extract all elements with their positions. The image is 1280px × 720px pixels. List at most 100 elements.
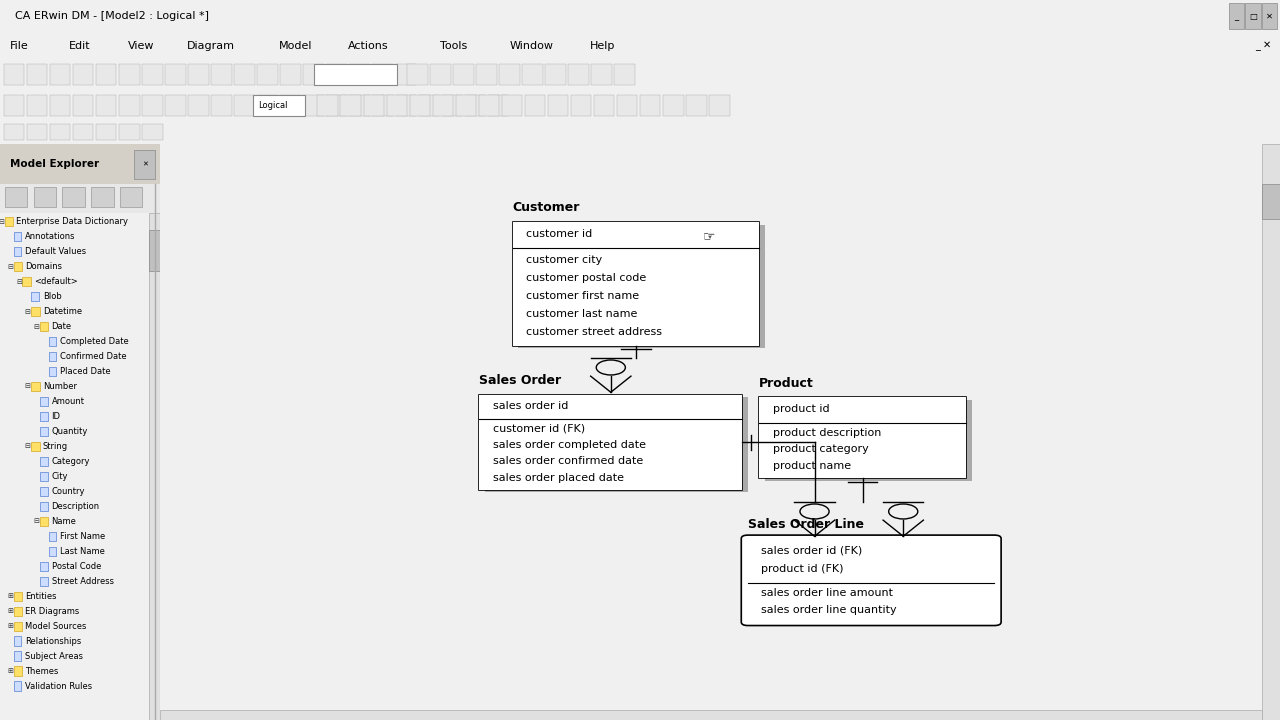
Bar [571, 94, 591, 116]
Bar [522, 64, 543, 86]
Text: Product: Product [759, 377, 814, 390]
Text: ⊞: ⊞ [8, 623, 13, 629]
Bar [317, 94, 338, 116]
Text: customer city: customer city [526, 255, 603, 265]
Text: customer last name: customer last name [526, 309, 637, 319]
Bar [748, 583, 995, 622]
Bar [314, 64, 397, 86]
Bar [14, 681, 22, 690]
Text: Number: Number [42, 382, 77, 391]
Bar [160, 710, 1262, 720]
Bar [142, 64, 163, 86]
Text: sales order line amount: sales order line amount [762, 588, 893, 598]
Text: ER Diagrams: ER Diagrams [26, 607, 79, 616]
Bar [372, 94, 393, 116]
Bar [479, 94, 499, 116]
Text: Diagram: Diagram [187, 41, 236, 51]
Bar [134, 150, 155, 179]
Text: Postal Code: Postal Code [51, 562, 101, 571]
Bar [119, 94, 140, 116]
Bar [594, 94, 614, 116]
Bar [257, 64, 278, 86]
Text: String: String [42, 442, 68, 451]
Bar [387, 94, 407, 116]
Bar [27, 124, 47, 140]
Text: customer first name: customer first name [526, 291, 640, 301]
Bar [188, 64, 209, 86]
Bar [50, 94, 70, 116]
Bar [518, 225, 765, 348]
Bar [49, 546, 56, 556]
Text: product category: product category [773, 444, 868, 454]
Bar [465, 94, 485, 116]
Bar [591, 64, 612, 86]
Text: Sales Order: Sales Order [479, 374, 562, 387]
Bar [188, 94, 209, 116]
Bar [476, 64, 497, 86]
Text: ⊟: ⊟ [15, 279, 22, 284]
Bar [280, 64, 301, 86]
Text: Logical: Logical [259, 101, 288, 109]
Text: Themes: Themes [26, 667, 59, 675]
Bar [5, 187, 27, 207]
Bar [27, 64, 47, 86]
Text: Edit: Edit [69, 41, 91, 51]
Bar [14, 636, 22, 646]
Text: Amount: Amount [51, 397, 84, 406]
Bar [14, 606, 22, 616]
Bar [488, 94, 508, 116]
Bar [40, 502, 47, 511]
Bar [96, 64, 116, 86]
Text: sales order completed date: sales order completed date [493, 440, 645, 450]
Text: Annotations: Annotations [26, 233, 76, 241]
Bar [748, 539, 995, 583]
Bar [148, 230, 160, 271]
Text: product id (FK): product id (FK) [762, 564, 844, 575]
Text: □: □ [1249, 12, 1257, 21]
Text: ⊞: ⊞ [8, 593, 13, 599]
Bar [63, 187, 84, 207]
Bar [419, 94, 439, 116]
Bar [453, 64, 474, 86]
Bar [430, 64, 451, 86]
Bar [14, 621, 22, 631]
Text: ⊞: ⊞ [8, 668, 13, 674]
Bar [211, 94, 232, 116]
Text: sales order line quantity: sales order line quantity [762, 605, 897, 615]
Text: Blob: Blob [42, 292, 61, 301]
Bar [303, 94, 324, 116]
Bar [257, 94, 278, 116]
Text: ☞: ☞ [703, 230, 716, 243]
Bar [663, 94, 684, 116]
Text: sales order id (FK): sales order id (FK) [762, 545, 863, 555]
Bar [513, 248, 759, 346]
Bar [49, 531, 56, 541]
Text: ⊟: ⊟ [24, 444, 31, 449]
Text: customer id: customer id [526, 229, 593, 239]
Bar [479, 395, 742, 419]
Bar [50, 124, 70, 140]
Bar [23, 277, 31, 287]
Text: Category: Category [51, 457, 90, 466]
Text: Sales Order Line: Sales Order Line [748, 518, 864, 531]
Text: First Name: First Name [60, 532, 105, 541]
Bar [4, 64, 24, 86]
Bar [765, 400, 972, 481]
Bar [442, 94, 462, 116]
Text: Relationships: Relationships [26, 636, 82, 646]
Text: Validation Rules: Validation Rules [26, 682, 92, 690]
Text: Street Address: Street Address [51, 577, 114, 585]
Bar [49, 352, 56, 361]
Bar [96, 94, 116, 116]
Bar [142, 124, 163, 140]
Bar [614, 64, 635, 86]
Text: customer postal code: customer postal code [526, 273, 646, 283]
Bar [49, 337, 56, 346]
Bar [407, 64, 428, 86]
Bar [1262, 144, 1280, 720]
Bar [303, 64, 324, 86]
Text: File: File [10, 41, 29, 51]
Text: Date: Date [51, 322, 72, 331]
Text: ⊟: ⊟ [0, 219, 4, 225]
Bar [14, 262, 22, 271]
